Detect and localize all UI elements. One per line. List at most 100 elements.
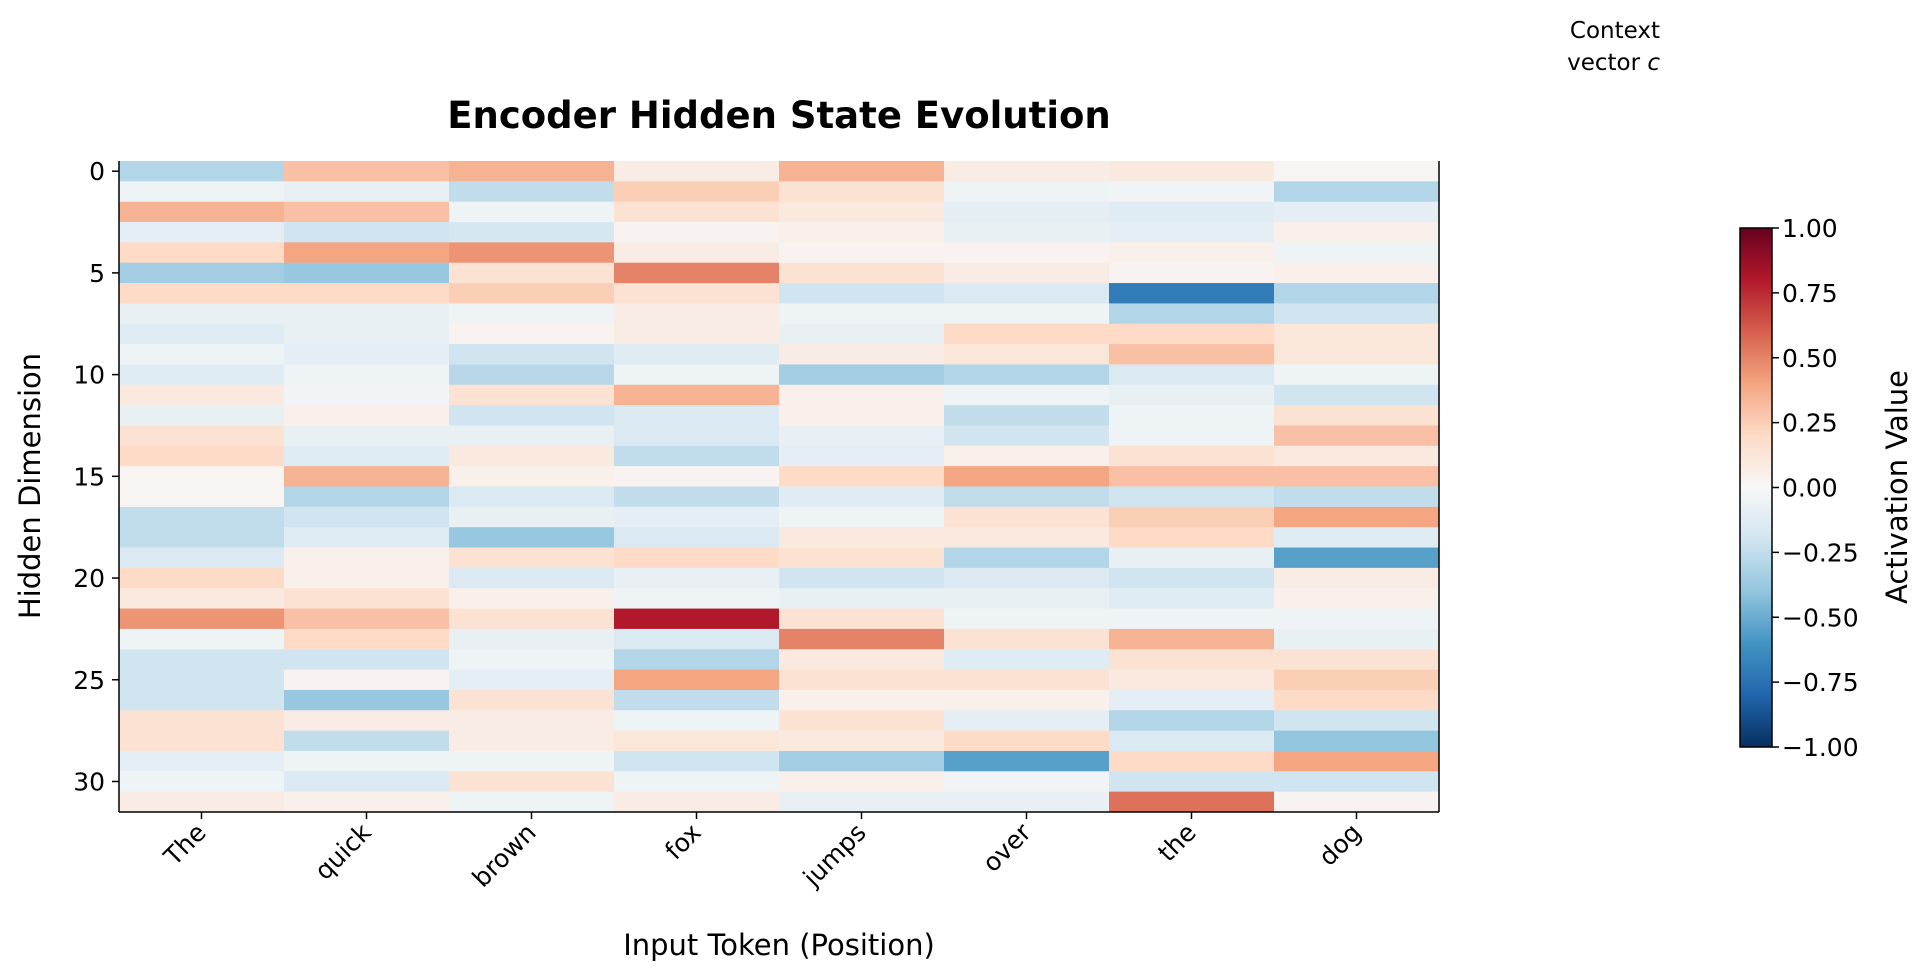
heatmap-cell (1109, 547, 1275, 569)
heatmap-cell (779, 466, 945, 487)
heatmap-cell (449, 649, 615, 671)
heatmap-cell (779, 730, 945, 752)
heatmap-cell (944, 303, 1110, 325)
heatmap-cell (119, 323, 285, 345)
heatmap-cell (284, 323, 450, 345)
heatmap-cell (944, 242, 1110, 264)
heatmap-cell (1274, 506, 1440, 528)
heatmap-cell (119, 242, 285, 264)
heatmap-cell (1109, 161, 1275, 182)
heatmap-cell (944, 161, 1110, 182)
heatmap-cell (779, 486, 945, 508)
heatmap-cell (119, 588, 285, 610)
heatmap-cell (944, 750, 1110, 772)
heatmap-cell (1109, 771, 1275, 793)
heatmap-cell (944, 771, 1110, 793)
heatmap-cell (1274, 283, 1440, 304)
heatmap-cell (449, 323, 615, 345)
heatmap-cell (1109, 222, 1275, 243)
heatmap-cell (779, 364, 945, 386)
heatmap-cell (449, 181, 615, 203)
heatmap-cell (1109, 384, 1275, 406)
heatmap-cell (779, 669, 945, 691)
heatmap-cell (119, 201, 285, 223)
heatmap-cell (614, 425, 780, 447)
heatmap-cell (284, 669, 450, 691)
y-tick-label: 25 (73, 666, 105, 695)
heatmap-cell (449, 669, 615, 691)
heatmap-cell (119, 445, 285, 467)
heatmap-cell (1274, 323, 1440, 345)
heatmap-cell (614, 608, 780, 630)
heatmap-cell (614, 689, 780, 711)
heatmap-cell (779, 710, 945, 732)
heatmap-cell (614, 323, 780, 345)
heatmap-cell (449, 771, 615, 793)
heatmap-cell (779, 608, 945, 630)
x-tick-label: fox (659, 818, 706, 865)
heatmap-cell (614, 242, 780, 264)
heatmap-cell (614, 303, 780, 325)
heatmap-cell (119, 628, 285, 650)
heatmap-cell (779, 262, 945, 284)
heatmap-cell (944, 323, 1110, 345)
heatmap-cell (284, 771, 450, 793)
heatmap-cell (284, 425, 450, 447)
heatmap-cell (944, 405, 1110, 426)
heatmap-cell (449, 445, 615, 467)
heatmap-cell (119, 771, 285, 793)
heatmap-cell (1109, 588, 1275, 610)
heatmap-cell (449, 588, 615, 610)
heatmap-cell (449, 222, 615, 243)
heatmap-cell (449, 710, 615, 732)
colorbar-tick-label: 0.50 (1782, 344, 1838, 373)
heatmap-cell (119, 283, 285, 304)
heatmap-cell (449, 628, 615, 650)
heatmap-cell (1274, 527, 1440, 549)
heatmap-cell (449, 750, 615, 772)
heatmap-cell (449, 730, 615, 752)
heatmap-cell (1274, 588, 1440, 610)
heatmap-cell (1109, 506, 1275, 528)
heatmap-cell (944, 649, 1110, 671)
heatmap-cell (1274, 791, 1440, 813)
heatmap-cell (119, 547, 285, 569)
heatmap-cell (449, 384, 615, 406)
y-tick-label: 0 (89, 157, 105, 186)
heatmap-cell (284, 730, 450, 752)
annotation-symbol: c (1647, 50, 1660, 76)
colorbar-tick-label: 1.00 (1782, 214, 1838, 243)
heatmap-cell (614, 750, 780, 772)
heatmap-cell (944, 791, 1110, 813)
heatmap-cell (614, 384, 780, 406)
heatmap-cell (284, 384, 450, 406)
heatmap-cell (614, 506, 780, 528)
heatmap-cell (449, 242, 615, 264)
colorbar-tick-label: 0.75 (1782, 279, 1838, 308)
heatmap-cell (1274, 771, 1440, 793)
heatmap-cell (614, 567, 780, 589)
heatmap-cell (1109, 730, 1275, 752)
heatmap-cell (1109, 344, 1275, 365)
heatmap-cell (449, 405, 615, 426)
heatmap-cell (284, 527, 450, 549)
heatmap-cell (1274, 628, 1440, 650)
heatmap-cell (1109, 405, 1275, 426)
colorbar (1739, 227, 1773, 748)
x-axis-label: Input Token (Position) (623, 928, 935, 962)
heatmap-cell (614, 364, 780, 386)
heatmap-cell (1109, 262, 1275, 284)
heatmap-cell (1109, 750, 1275, 772)
heatmap-cell (1274, 242, 1440, 264)
heatmap-cell (284, 628, 450, 650)
heatmap-cell (119, 608, 285, 630)
heatmap-cell (614, 283, 780, 304)
chart-title: Encoder Hidden State Evolution (447, 94, 1111, 137)
heatmap-cell (1109, 527, 1275, 549)
heatmap-cell (119, 486, 285, 508)
heatmap-cell (779, 201, 945, 223)
y-tick-label: 20 (73, 564, 105, 593)
heatmap-cell (1274, 608, 1440, 630)
heatmap-cell (1109, 791, 1275, 813)
heatmap-cell (284, 405, 450, 426)
